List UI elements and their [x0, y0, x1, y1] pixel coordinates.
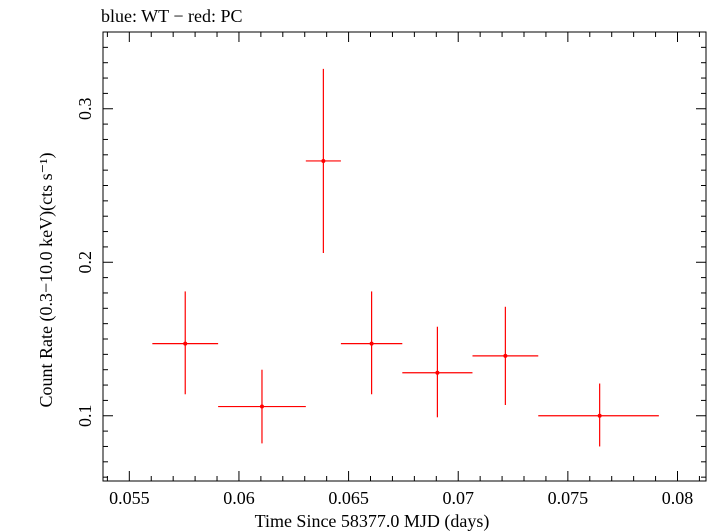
data-point [538, 383, 659, 447]
chart-title: blue: WT − red: PC [101, 6, 242, 26]
x-tick-label: 0.08 [662, 488, 694, 508]
x-tick-label: 0.055 [109, 488, 150, 508]
x-tick-label: 0.065 [328, 488, 369, 508]
y-tick-label: 0.1 [75, 405, 95, 428]
data-point [472, 306, 539, 406]
y-tick-label: 0.3 [75, 98, 95, 121]
data-series [152, 68, 659, 447]
point-marker [503, 353, 508, 358]
point-marker [369, 341, 374, 346]
x-tick-label: 0.075 [548, 488, 589, 508]
x-axis-label: Time Since 58377.0 MJD (days) [255, 511, 490, 532]
data-point [218, 369, 306, 444]
data-point [305, 68, 341, 254]
point-marker [321, 158, 326, 163]
y-axis-label: Count Rate (0.3−10.0 keV)(cts s⁻¹) [36, 152, 57, 407]
x-tick-label: 0.07 [442, 488, 474, 508]
point-marker [259, 404, 264, 409]
data-point [152, 291, 219, 395]
data-point [402, 326, 473, 418]
plot-frame [102, 31, 707, 482]
x-tick-label: 0.06 [223, 488, 255, 508]
point-marker [435, 370, 440, 375]
data-point [340, 291, 403, 395]
point-marker [597, 413, 602, 418]
axis-ticks: 0.055 0.06 0.065 0.07 0.075 0.08 0.1 0.2 0.3 [75, 32, 706, 508]
point-marker [183, 341, 188, 346]
y-tick-label: 0.2 [75, 251, 95, 274]
